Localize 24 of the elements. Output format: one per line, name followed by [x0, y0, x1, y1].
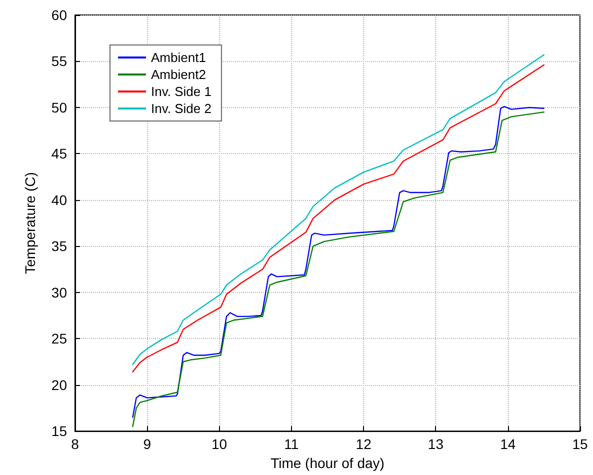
x-tick-label: 15 — [572, 436, 588, 452]
y-tick-label: 35 — [51, 238, 68, 254]
x-tick-label: 13 — [428, 436, 444, 452]
x-tick-label: 10 — [211, 436, 228, 452]
legend-label: Inv. Side 2 — [151, 101, 212, 116]
y-tick-label: 45 — [51, 146, 68, 162]
x-tick-label: 12 — [356, 436, 372, 452]
y-tick-label: 40 — [51, 192, 68, 208]
y-tick-label: 25 — [51, 330, 68, 347]
y-tick-label: 15 — [51, 423, 68, 440]
y-tick-label: 60 — [51, 7, 68, 23]
legend-label: Ambient2 — [151, 67, 206, 82]
x-tick-label: 8 — [71, 436, 80, 452]
y-tick-label: 30 — [51, 284, 68, 300]
x-axis-title: Time (hour of day) — [270, 455, 384, 471]
legend-label: Ambient1 — [151, 50, 206, 65]
x-tick-label: 9 — [143, 436, 152, 452]
y-axis-title: Temperature (C) — [22, 172, 38, 274]
y-tick-label: 20 — [51, 376, 68, 393]
legend-label: Inv. Side 1 — [151, 84, 212, 99]
x-tick-label: 14 — [500, 436, 516, 452]
x-tick-label: 11 — [284, 436, 299, 452]
y-tick-label: 50 — [51, 99, 68, 116]
y-tick-label: 55 — [51, 53, 68, 70]
